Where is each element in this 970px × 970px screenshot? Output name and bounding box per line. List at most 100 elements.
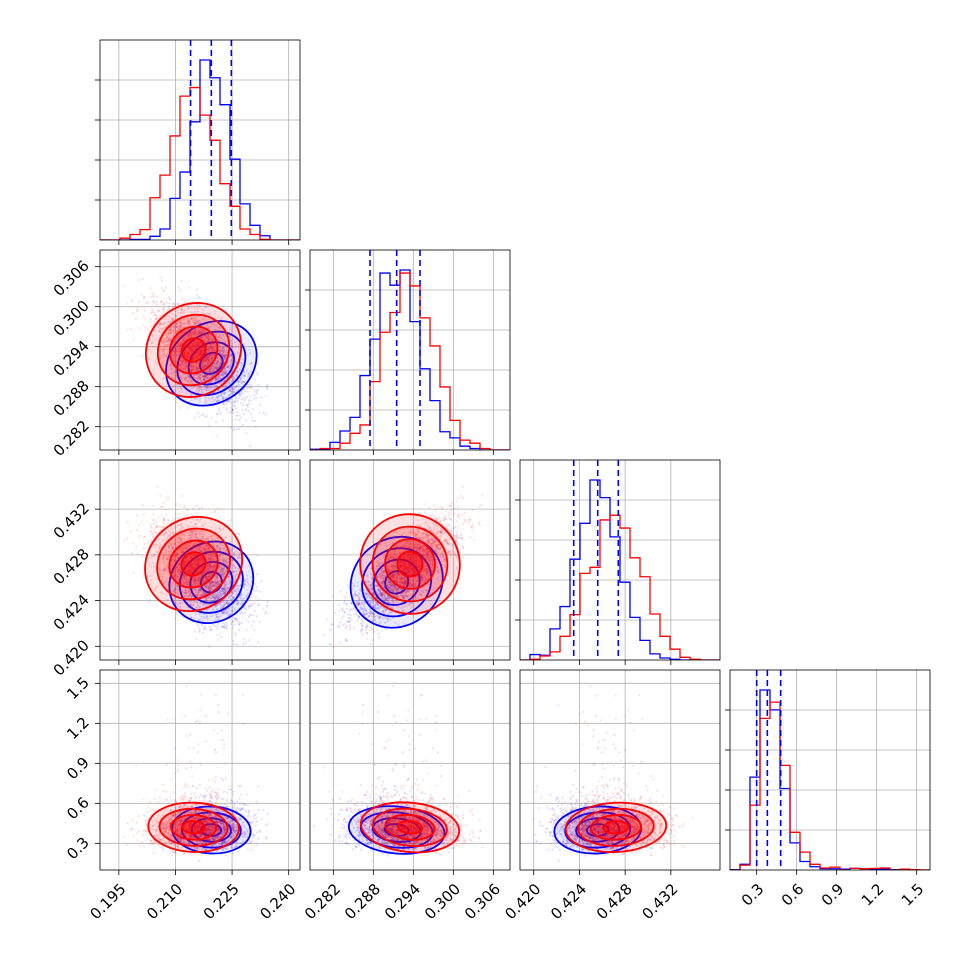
red-sample-point [126, 537, 129, 541]
blue-sample-point [216, 361, 219, 364]
blue-sample-point [210, 386, 214, 389]
blue-sample-point [235, 374, 238, 377]
blue-sample-point [217, 326, 221, 329]
blue-sample-point [223, 348, 226, 352]
blue-sample-point [209, 381, 212, 384]
red-sample-point [222, 401, 226, 405]
red-sample-point [167, 296, 170, 299]
red-sample-point [186, 319, 189, 323]
red-sample-point [203, 312, 207, 315]
blue-sample-point [223, 371, 226, 374]
red-sample-point [246, 390, 249, 393]
blue-sample-point [237, 351, 240, 354]
blue-sample-point [229, 365, 232, 368]
blue-sample-point [207, 376, 210, 380]
blue-sample-point [205, 306, 208, 309]
blue-sample-point [203, 627, 206, 630]
blue-sample-point [243, 374, 246, 377]
red-sample-point [254, 425, 257, 429]
red-sample-point [196, 511, 199, 514]
blue-sample-point [266, 604, 269, 607]
red-sample-point [245, 431, 248, 435]
red-sample-point [154, 362, 158, 365]
blue-sample-point [205, 396, 208, 399]
blue-sample-point [198, 340, 201, 343]
red-sample-point [192, 357, 195, 361]
blue-sample-point [196, 341, 199, 344]
blue-sample-point [227, 393, 231, 397]
blue-sample-point [222, 339, 225, 342]
red-sample-point [162, 327, 165, 330]
blue-sample-point [216, 639, 219, 642]
blue-sample-point [215, 394, 218, 397]
blue-sample-point [229, 426, 233, 429]
blue-sample-point [200, 328, 203, 331]
blue-sample-point [208, 349, 211, 352]
blue-sample-point [198, 350, 201, 353]
blue-sample-point [215, 384, 218, 388]
red-sample-point [208, 347, 211, 351]
blue-sample-point [172, 334, 175, 337]
blue-sample-point [249, 352, 252, 355]
blue-sample-point [222, 354, 225, 358]
blue-sample-point [208, 381, 211, 384]
blue-sample-point [205, 386, 209, 389]
blue-sample-point [207, 387, 210, 390]
blue-sample-point [187, 351, 190, 354]
red-sample-point [184, 362, 187, 365]
red-sample-point [200, 330, 203, 334]
blue-sample-point [220, 349, 223, 353]
red-sample-point [179, 312, 183, 315]
red-sample-point [207, 335, 210, 339]
red-sample-point [177, 350, 181, 354]
red-sample-point [227, 411, 230, 415]
blue-sample-point [197, 627, 201, 630]
blue-sample-point [194, 296, 197, 300]
blue-sample-point [195, 345, 198, 348]
blue-sample-point [189, 394, 193, 397]
red-sample-point [241, 380, 244, 384]
blue-sample-point [232, 643, 235, 646]
blue-sample-point [242, 389, 245, 392]
blue-sample-point [205, 376, 208, 379]
blue-sample-point [198, 342, 201, 345]
red-sample-point [167, 314, 171, 317]
red-sample-point [181, 326, 185, 329]
red-sample-point [187, 319, 190, 322]
red-sample-point [135, 545, 138, 548]
blue-sample-point [213, 399, 216, 402]
blue-sample-point [266, 384, 269, 387]
blue-sample-point [198, 304, 201, 307]
blue-sample-point [229, 360, 233, 363]
blue-sample-point [197, 351, 200, 354]
red-sample-point [136, 309, 139, 313]
red-sample-point [152, 323, 155, 326]
blue-sample-point [244, 408, 248, 411]
blue-sample-point [225, 371, 228, 375]
red-sample-point [203, 358, 206, 361]
blue-sample-point [200, 350, 203, 353]
blue-sample-point [168, 328, 171, 331]
panel-0-0 [95, 39, 301, 245]
red-sample-point [155, 334, 158, 337]
blue-sample-point [199, 386, 203, 390]
blue-sample-point [222, 372, 225, 375]
blue-sample-point [247, 399, 251, 402]
red-sample-point [205, 356, 209, 359]
red-sample-point [190, 399, 193, 402]
blue-sample-point [248, 386, 251, 389]
blue-sample-point [198, 353, 201, 356]
blue-sample-point [242, 412, 246, 416]
red-sample-point [207, 338, 210, 341]
blue-sample-point [224, 370, 227, 373]
blue-sample-point [207, 335, 210, 338]
blue-sample-point [200, 353, 203, 356]
blue-sample-point [205, 377, 209, 380]
blue-sample-point [217, 400, 221, 403]
blue-sample-point [223, 384, 226, 387]
blue-sample-point [237, 343, 241, 346]
blue-sample-point [196, 397, 199, 400]
blue-sample-point [206, 358, 210, 361]
blue-sample-point [207, 363, 210, 366]
red-sample-point [197, 624, 200, 627]
